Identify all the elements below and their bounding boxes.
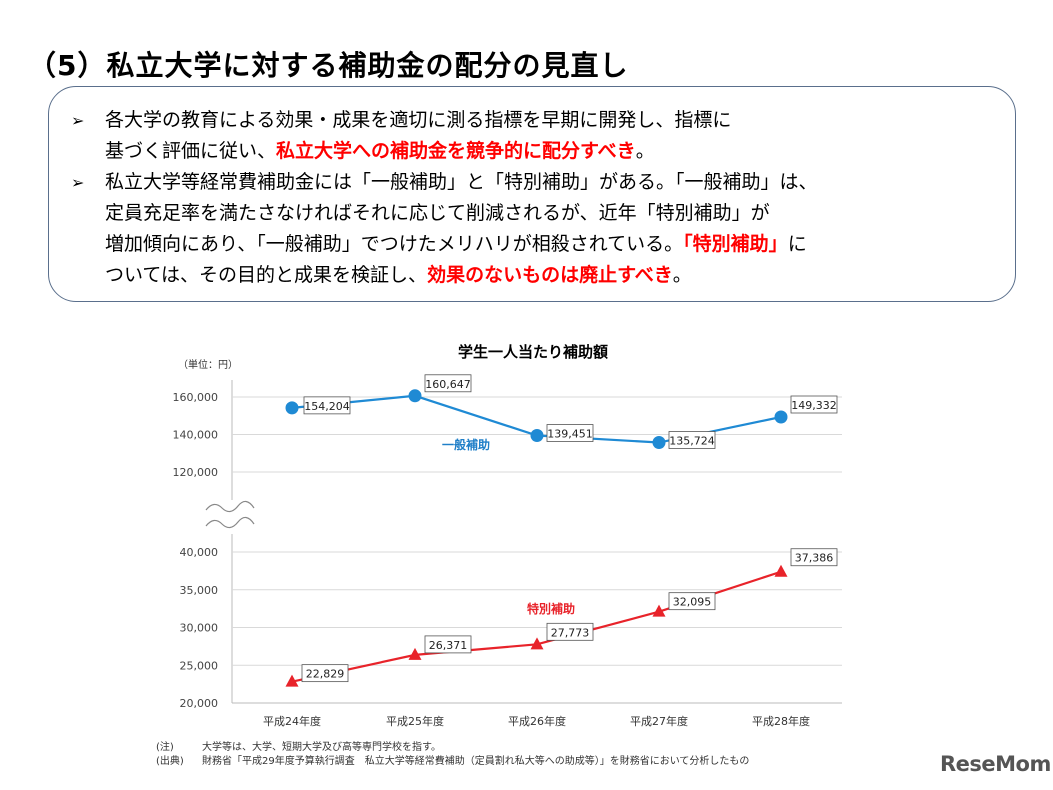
bullet-line: 私立大学等経常費補助金には「一般補助」と「特別補助」がある。「一般補助」は、	[105, 167, 995, 198]
data-label: 149,332	[791, 399, 837, 412]
data-point-marker	[408, 389, 422, 403]
x-tick-label: 平成25年度	[386, 714, 444, 728]
note-text: 大学等は、大学、短期大学及び高等専門学校を指す。	[202, 742, 441, 753]
data-label-box	[790, 395, 838, 414]
body-text: ついては、その目的と成果を検証し、	[105, 264, 428, 286]
data-label-box	[668, 592, 716, 611]
x-tick-label: 平成24年度	[263, 714, 321, 728]
data-point-marker	[530, 429, 544, 443]
note-label: (注)	[156, 742, 174, 753]
resemom-logo: ReseMom	[940, 752, 1051, 776]
y-tick-label: 160,000	[173, 391, 219, 404]
source-text: 財務省「平成29年度予算執行調査 私立大学等経常費補助（定員割れ私大等への助成等…	[202, 756, 750, 767]
data-point-marker	[530, 637, 544, 650]
unit-label: （単位：円）	[178, 358, 238, 371]
y-tick-label: 40,000	[180, 546, 219, 559]
body-text: 定員充足率を満たさなければそれに応じて削減されるが、近年「特別補助」が	[105, 202, 770, 224]
data-point-marker	[652, 604, 666, 617]
y-tick-label: 35,000	[180, 584, 219, 597]
data-label: 27,773	[551, 626, 590, 639]
bullet-item: ➢ 私立大学等経常費補助金には「一般補助」と「特別補助」がある。「一般補助」は、定…	[71, 167, 995, 291]
bullet-list: ➢ 各大学の教育による効果・成果を適切に測る指標を早期に開発し、指標に 基づく評価に…	[71, 105, 995, 291]
data-label: 154,204	[304, 400, 350, 413]
axis-break-mark	[205, 516, 255, 529]
body-text: に	[787, 233, 807, 255]
body-text: 。	[635, 140, 655, 162]
data-label: 32,095	[673, 596, 712, 609]
data-label-box	[668, 431, 716, 449]
source-row: (出典) 財務省「平成29年度予算執行調査 私立大学等経常費補助（定員割れ私大等へ…	[156, 755, 749, 769]
x-tick-label: 平成26年度	[508, 714, 566, 728]
bullet-line: 各大学の教育による効果・成果を適切に測る指標を早期に開発し、指標に	[105, 105, 995, 136]
data-label: 139,451	[547, 428, 593, 441]
x-tick-label: 平成27年度	[630, 714, 688, 728]
body-text: 私立大学等経常費補助金には「一般補助」と「特別補助」がある。「一般補助」は、	[105, 171, 818, 193]
data-point-marker	[774, 410, 788, 424]
summary-box: ➢ 各大学の教育による効果・成果を適切に測る指標を早期に開発し、指標に 基づく評価に…	[48, 86, 1016, 302]
highlight-text: 効果のないものは廃止すべき	[427, 264, 673, 286]
data-label-box	[546, 424, 594, 442]
data-point-marker	[408, 647, 422, 660]
bullet-line: 増加傾向にあり、「一般補助」でつけたメリハリが相殺されている。「特別補助」に	[105, 229, 995, 260]
bullet-line: 基づく評価に従い、私立大学への補助金を競争的に配分すべき。	[105, 136, 995, 167]
data-label: 26,371	[429, 639, 468, 652]
data-point-marker	[285, 401, 299, 415]
bullet-item: ➢ 各大学の教育による効果・成果を適切に測る指標を早期に開発し、指標に 基づく評価に…	[71, 105, 995, 167]
y-tick-label: 25,000	[180, 659, 219, 672]
y-tick-label: 120,000	[173, 466, 219, 479]
body-text: 。	[672, 264, 692, 286]
data-label-box	[790, 548, 838, 567]
data-label: 37,386	[795, 552, 834, 565]
body-text: 増加傾向にあり、「一般補助」でつけたメリハリが相殺されている。	[105, 233, 684, 255]
data-label-box	[424, 635, 472, 654]
footnotes: (注) 大学等は、大学、短期大学及び高等専門学校を指す。 (出典) 財務省「平成29…	[156, 741, 749, 769]
page-title: （5）私立大学に対する補助金の配分の見直し	[28, 49, 629, 82]
data-label: 160,647	[425, 378, 471, 391]
data-label-box	[424, 374, 472, 393]
body-text: 基づく評価に従い、	[105, 140, 277, 162]
data-point-marker	[652, 436, 666, 450]
highlight-text: 私立大学への補助金を競争的に配分すべき	[276, 140, 636, 162]
bullet-line: 定員充足率を満たさなければそれに応じて削減されるが、近年「特別補助」が	[105, 198, 995, 229]
data-label-box	[303, 396, 351, 415]
series-label: 一般補助	[442, 437, 490, 452]
bullet-arrow-icon: ➢	[71, 173, 85, 192]
chart-title: 学生一人当たり補助額	[458, 343, 608, 361]
axis-break-mark	[205, 500, 255, 513]
data-point-marker	[285, 674, 299, 687]
data-label-box	[546, 622, 594, 641]
x-tick-label: 平成28年度	[752, 714, 810, 728]
bullet-line: ついては、その目的と成果を検証し、効果のないものは廃止すべき。	[105, 260, 995, 291]
y-tick-label: 140,000	[173, 429, 219, 442]
y-tick-label: 30,000	[180, 622, 219, 635]
data-label: 135,724	[669, 435, 715, 448]
note-row: (注) 大学等は、大学、短期大学及び高等専門学校を指す。	[156, 741, 749, 755]
series-label: 特別補助	[527, 601, 575, 616]
y-tick-label: 20,000	[180, 697, 219, 710]
source-label: (出典)	[156, 756, 184, 767]
highlight-text: 「特別補助」	[683, 233, 788, 255]
data-label-box	[301, 664, 349, 683]
body-text: 各大学の教育による効果・成果を適切に測る指標を早期に開発し、指標に	[105, 109, 732, 131]
data-point-marker	[774, 564, 788, 577]
bullet-arrow-icon: ➢	[71, 111, 85, 130]
data-label: 22,829	[306, 668, 345, 681]
